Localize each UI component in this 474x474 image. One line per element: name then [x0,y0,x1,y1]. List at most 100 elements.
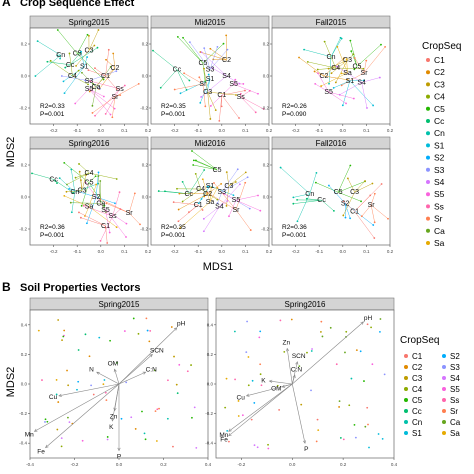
legend-key [426,119,430,123]
sample-point [278,409,281,411]
spider-line [83,205,113,217]
sample-point [97,29,100,31]
plot-area [29,148,149,246]
spider-line [94,67,106,77]
sample-point [77,349,80,351]
vector-arrowhead [45,444,49,449]
sample-point [194,172,197,175]
panel-title: Mid2016 [195,139,226,148]
sample-point [145,317,148,320]
sample-point [303,48,306,51]
spider-line [69,52,81,65]
sample-point [80,50,82,53]
centroid-label: C3 [224,183,233,190]
sample-point [84,181,87,184]
centroid-label: Cc [49,176,58,183]
sample-point [333,209,335,212]
vector-arrowhead [302,440,307,444]
sample-point [133,192,136,195]
sample-point [98,87,101,90]
sample-point [244,181,247,184]
panel-Fall2015-2: Fall2015-0.2 -0.1 0.0 0.1 0.2-0.20.00.2CnC4C… [261,15,394,133]
sample-point [153,369,156,372]
sample-point [315,440,318,443]
x-tick-label: 0.1 [363,128,370,133]
y-tick-label: -0.4 [19,441,27,446]
sample-point [82,204,85,207]
centroid-label: C3 [343,57,352,64]
sample-point [306,60,309,63]
x-tick-label: 0.0 [340,128,347,133]
x-tick-label: 0.0 [116,462,123,467]
sample-point [328,184,330,187]
sample-point [137,82,140,85]
spider-line [100,181,102,204]
legend-entry: Ca [434,226,445,236]
sample-point [118,191,121,194]
sample-point [359,350,362,353]
vector-label: C:N [146,367,158,374]
sample-point [167,379,169,382]
spider-line [328,185,346,204]
sample-point [338,400,341,403]
vector-arrowhead [142,371,147,375]
sample-point [159,86,162,89]
sample-point [238,117,240,119]
sample-point [354,436,357,439]
sample-point [314,82,317,85]
spider-line [337,181,366,193]
sample-point [120,417,123,420]
sample-point [88,355,91,358]
sample-point [327,67,330,70]
centroid-label: C4 [196,186,205,193]
spider-line [202,43,224,64]
spider-line [240,96,264,110]
spider-line [209,185,234,196]
y-tick-label: 0.2 [263,163,270,168]
sample-point [119,94,122,96]
sample-point [200,198,203,200]
spider-line [213,182,237,210]
sample-point [98,336,101,339]
spider-line [203,206,220,232]
spider-line [180,201,211,229]
spider-line [219,184,241,207]
legend-key [426,241,430,245]
sample-point [378,76,381,79]
centroid-label: S3 [206,67,215,74]
legend-entry: C3 [412,374,423,383]
legend-entry: Ca [450,418,461,427]
x-tick-label: 0.1 [363,249,370,254]
stat-text: P=0.090 [282,111,307,118]
sample-point [102,383,105,386]
sample-point [342,214,345,217]
spider-line [72,70,79,77]
sample-point [279,166,282,169]
spider-line [188,204,199,213]
spider-line [178,193,208,210]
sample-point [115,178,118,180]
centroid-label: C1 [194,202,203,209]
sample-point [67,384,70,387]
vector-arrow [228,383,293,432]
centroid-label: Cc [317,197,326,204]
spider-line [112,96,116,118]
spider-line [65,64,71,68]
sample-point [111,116,114,119]
spider-line [193,164,218,171]
spider-line [321,72,348,87]
sample-point [91,104,94,107]
sample-point [214,109,217,112]
sample-point [244,171,247,174]
legend-entry: Cc [434,116,445,126]
sample-point [125,222,128,225]
vector-arrow [269,380,293,385]
centroid-label: Sa [206,199,215,206]
sample-point [108,231,111,234]
spider-line [339,82,362,95]
sample-point [178,192,181,195]
spider-line [347,54,354,61]
legend-key [404,387,408,391]
sample-point [369,194,372,197]
legend-key [426,192,430,197]
